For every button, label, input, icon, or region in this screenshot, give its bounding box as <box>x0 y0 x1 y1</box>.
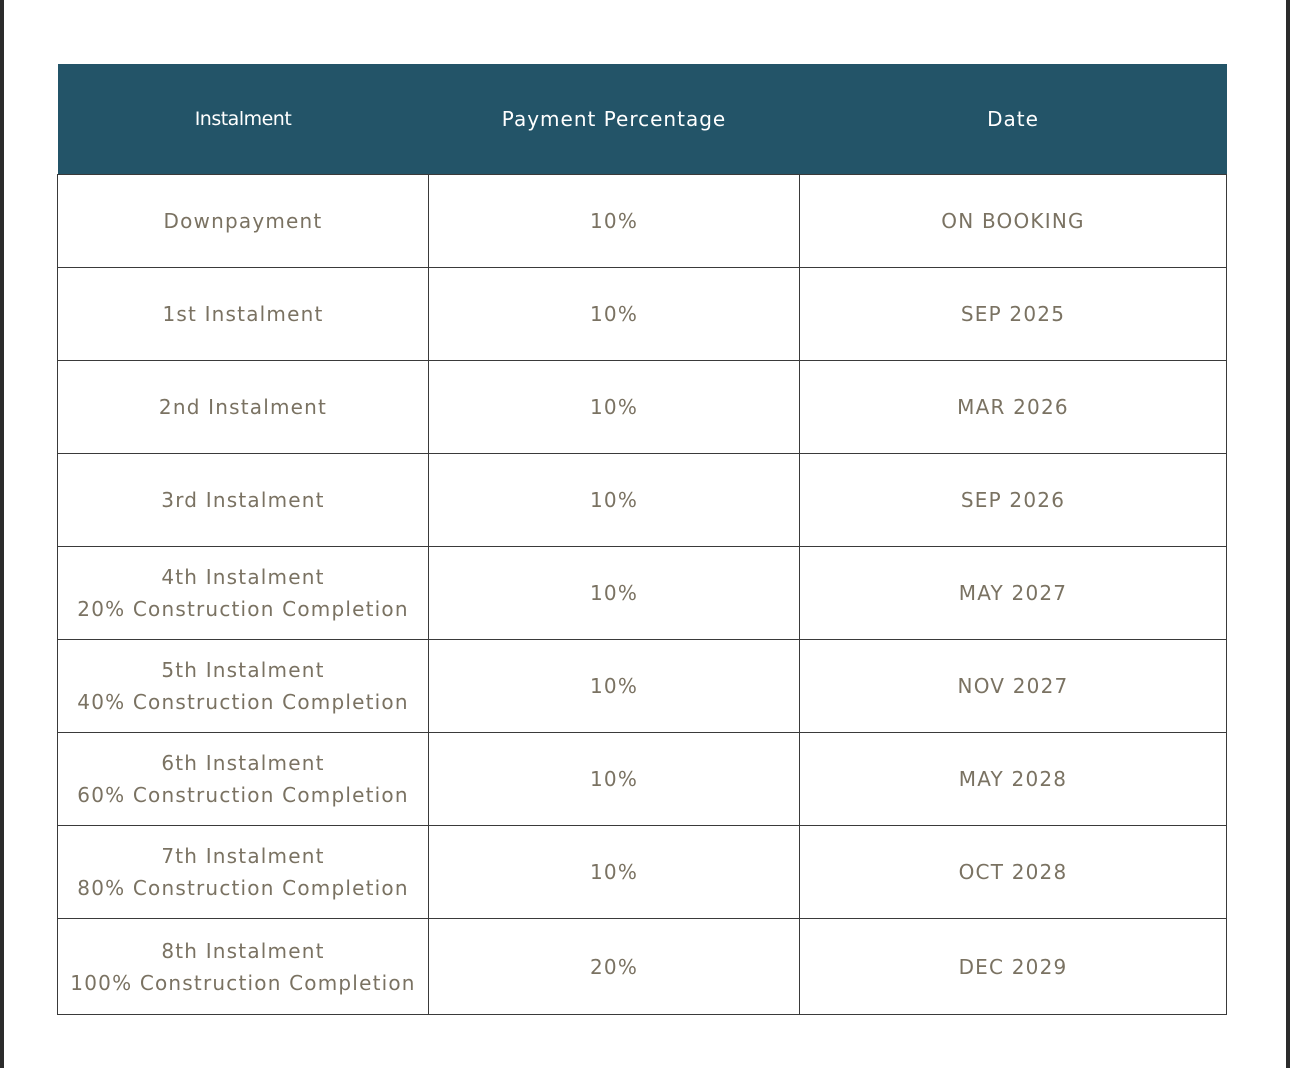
date-cell: NOV 2027 <box>799 639 1227 733</box>
instalment-name: 7th Instalment <box>161 844 325 868</box>
left-edge <box>0 0 4 1068</box>
payment-percentage-cell: 10% <box>428 825 800 919</box>
instalment-name: 4th Instalment <box>161 565 325 589</box>
instalment-name: 6th Instalment <box>161 751 325 775</box>
construction-milestone: 20% Construction Completion <box>77 597 409 621</box>
table-row: 2nd Instalment 10% MAR 2026 <box>57 360 1227 454</box>
right-edge <box>1286 0 1290 1068</box>
date-cell: MAY 2028 <box>799 732 1227 826</box>
construction-milestone: 100% Construction Completion <box>70 970 416 995</box>
instalment-name: Downpayment <box>163 209 323 233</box>
date-cell: SEP 2026 <box>799 453 1227 547</box>
date-cell: OCT 2028 <box>799 825 1227 919</box>
date-cell: MAY 2027 <box>799 546 1227 640</box>
date-cell: SEP 2025 <box>799 267 1227 361</box>
instalment-cell: 7th Instalment 80% Construction Completio… <box>57 825 429 919</box>
payment-plan-table-wrapper: Instalment Payment Percentage Date Downp… <box>57 64 1227 1015</box>
table-row: 7th Instalment 80% Construction Completio… <box>57 825 1227 919</box>
header-date: Date <box>799 64 1227 175</box>
instalment-name: 5th Instalment <box>161 658 325 682</box>
header-payment-percentage: Payment Percentage <box>428 64 800 175</box>
construction-milestone: 60% Construction Completion <box>77 783 409 807</box>
header-row: Instalment Payment Percentage Date <box>57 64 1227 175</box>
table-header: Instalment Payment Percentage Date <box>57 64 1227 175</box>
instalment-cell: 6th Instalment 60% Construction Completio… <box>57 732 429 826</box>
date-cell: MAR 2026 <box>799 360 1227 454</box>
payment-percentage-cell: 10% <box>428 174 800 268</box>
table-row: 4th Instalment 20% Construction Completio… <box>57 546 1227 640</box>
construction-milestone: 40% Construction Completion <box>77 690 409 714</box>
table-row: 1st Instalment 10% SEP 2025 <box>57 267 1227 361</box>
instalment-cell: 8th Instalment 100% Construction Completi… <box>57 918 429 1015</box>
instalment-name: 2nd Instalment <box>158 395 328 419</box>
payment-percentage-cell: 10% <box>428 360 800 454</box>
payment-percentage-cell: 10% <box>428 639 800 733</box>
payment-percentage-cell: 10% <box>428 267 800 361</box>
instalment-cell: 5th Instalment 40% Construction Completio… <box>57 639 429 733</box>
payment-percentage-cell: 20% <box>428 918 800 1015</box>
date-cell: DEC 2029 <box>799 918 1227 1015</box>
instalment-name: 8th Instalment <box>161 938 325 963</box>
table-row: 3rd Instalment 10% SEP 2026 <box>57 453 1227 547</box>
table-body: Downpayment 10% ON BOOKING 1st Instalment 10… <box>57 174 1227 1015</box>
payment-percentage-cell: 10% <box>428 732 800 826</box>
construction-milestone: 80% Construction Completion <box>77 876 409 900</box>
table-row: 8th Instalment 100% Construction Completi… <box>57 918 1227 1015</box>
payment-plan-table: Instalment Payment Percentage Date Downp… <box>57 64 1227 1015</box>
payment-percentage-cell: 10% <box>428 453 800 547</box>
table-row: 5th Instalment 40% Construction Completio… <box>57 639 1227 733</box>
payment-percentage-cell: 10% <box>428 546 800 640</box>
instalment-name: 1st Instalment <box>162 302 324 326</box>
instalment-cell: Downpayment <box>57 174 429 268</box>
header-instalment: Instalment <box>57 64 429 175</box>
instalment-cell: 4th Instalment 20% Construction Completio… <box>57 546 429 640</box>
table-row: 6th Instalment 60% Construction Completio… <box>57 732 1227 826</box>
instalment-cell: 1st Instalment <box>57 267 429 361</box>
instalment-cell: 3rd Instalment <box>57 453 429 547</box>
table-row: Downpayment 10% ON BOOKING <box>57 174 1227 268</box>
instalment-name: 3rd Instalment <box>161 488 325 512</box>
date-cell: ON BOOKING <box>799 174 1227 268</box>
instalment-cell: 2nd Instalment <box>57 360 429 454</box>
